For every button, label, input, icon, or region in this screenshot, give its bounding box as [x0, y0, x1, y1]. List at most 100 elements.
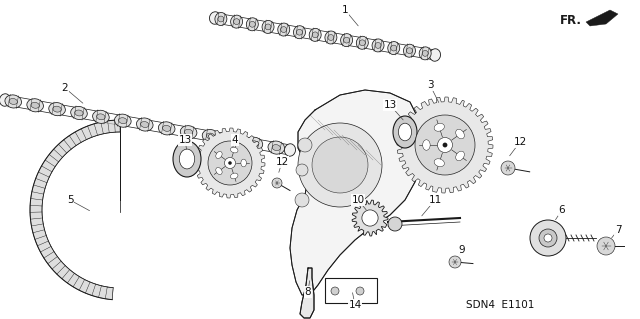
- Ellipse shape: [173, 141, 201, 177]
- Circle shape: [501, 161, 515, 175]
- Circle shape: [208, 141, 252, 185]
- Ellipse shape: [216, 152, 222, 159]
- Text: 12: 12: [513, 137, 527, 147]
- Ellipse shape: [70, 107, 87, 120]
- Circle shape: [362, 210, 378, 226]
- Ellipse shape: [158, 122, 175, 135]
- Text: FR.: FR.: [560, 13, 582, 26]
- Text: 3: 3: [427, 80, 433, 90]
- Text: 13: 13: [179, 135, 191, 145]
- Ellipse shape: [230, 173, 238, 179]
- Ellipse shape: [359, 40, 365, 46]
- Text: 10: 10: [351, 195, 365, 205]
- Ellipse shape: [262, 20, 274, 33]
- Ellipse shape: [27, 99, 44, 112]
- Ellipse shape: [5, 95, 22, 108]
- Ellipse shape: [234, 19, 239, 25]
- Text: 11: 11: [428, 195, 442, 205]
- Ellipse shape: [9, 99, 17, 104]
- Ellipse shape: [250, 141, 259, 147]
- Circle shape: [312, 137, 368, 193]
- Circle shape: [438, 137, 452, 152]
- Ellipse shape: [429, 49, 440, 61]
- Ellipse shape: [406, 48, 412, 54]
- Circle shape: [443, 143, 447, 147]
- Circle shape: [415, 115, 475, 175]
- Ellipse shape: [265, 24, 271, 30]
- Circle shape: [449, 256, 461, 268]
- Ellipse shape: [294, 26, 305, 39]
- Ellipse shape: [375, 42, 381, 48]
- Ellipse shape: [115, 114, 131, 127]
- Text: 14: 14: [348, 300, 362, 310]
- Text: 12: 12: [275, 157, 289, 167]
- Ellipse shape: [206, 133, 214, 139]
- Ellipse shape: [180, 126, 197, 139]
- Ellipse shape: [312, 32, 318, 38]
- Ellipse shape: [141, 122, 149, 128]
- Ellipse shape: [456, 151, 465, 161]
- Ellipse shape: [393, 116, 417, 148]
- Ellipse shape: [118, 118, 127, 124]
- Text: 2: 2: [61, 83, 68, 93]
- Ellipse shape: [216, 167, 222, 174]
- Ellipse shape: [281, 26, 287, 33]
- Text: 7: 7: [614, 225, 621, 235]
- Ellipse shape: [388, 41, 400, 55]
- Text: 5: 5: [67, 195, 74, 205]
- Polygon shape: [352, 200, 388, 236]
- Ellipse shape: [209, 12, 221, 24]
- Ellipse shape: [434, 123, 444, 131]
- Ellipse shape: [163, 125, 171, 131]
- Polygon shape: [195, 128, 265, 198]
- Ellipse shape: [31, 102, 39, 108]
- Circle shape: [298, 138, 312, 152]
- Ellipse shape: [215, 12, 227, 26]
- Circle shape: [356, 287, 364, 295]
- Ellipse shape: [398, 123, 412, 141]
- Ellipse shape: [419, 47, 431, 60]
- Ellipse shape: [250, 21, 255, 27]
- Ellipse shape: [403, 44, 415, 57]
- Ellipse shape: [49, 103, 65, 116]
- Ellipse shape: [456, 129, 465, 139]
- Ellipse shape: [179, 149, 195, 169]
- Ellipse shape: [344, 37, 349, 43]
- Circle shape: [298, 123, 382, 207]
- Ellipse shape: [391, 45, 397, 51]
- Ellipse shape: [434, 159, 444, 167]
- Circle shape: [295, 193, 309, 207]
- Ellipse shape: [284, 144, 296, 156]
- Circle shape: [331, 287, 339, 295]
- Text: 6: 6: [559, 205, 565, 215]
- Circle shape: [228, 161, 232, 165]
- Circle shape: [539, 229, 557, 247]
- Text: 8: 8: [305, 287, 311, 297]
- Ellipse shape: [0, 94, 10, 106]
- Ellipse shape: [228, 137, 237, 143]
- Ellipse shape: [422, 140, 430, 150]
- Ellipse shape: [230, 147, 238, 153]
- Text: 1: 1: [342, 5, 348, 15]
- Circle shape: [530, 220, 566, 256]
- Circle shape: [388, 217, 402, 231]
- Ellipse shape: [356, 36, 368, 49]
- Ellipse shape: [93, 110, 109, 123]
- Circle shape: [597, 237, 615, 255]
- Text: 4: 4: [232, 135, 238, 145]
- Text: 13: 13: [383, 100, 397, 110]
- Ellipse shape: [328, 34, 334, 41]
- Ellipse shape: [224, 133, 241, 146]
- Text: SDN4  E1101: SDN4 E1101: [466, 300, 534, 310]
- Ellipse shape: [340, 33, 353, 47]
- Ellipse shape: [296, 29, 303, 35]
- Ellipse shape: [309, 28, 321, 41]
- Ellipse shape: [218, 16, 224, 22]
- Ellipse shape: [75, 110, 83, 116]
- Ellipse shape: [325, 31, 337, 44]
- Ellipse shape: [136, 118, 153, 131]
- Ellipse shape: [230, 15, 243, 28]
- Polygon shape: [290, 90, 422, 295]
- Polygon shape: [30, 120, 120, 300]
- Ellipse shape: [53, 106, 61, 112]
